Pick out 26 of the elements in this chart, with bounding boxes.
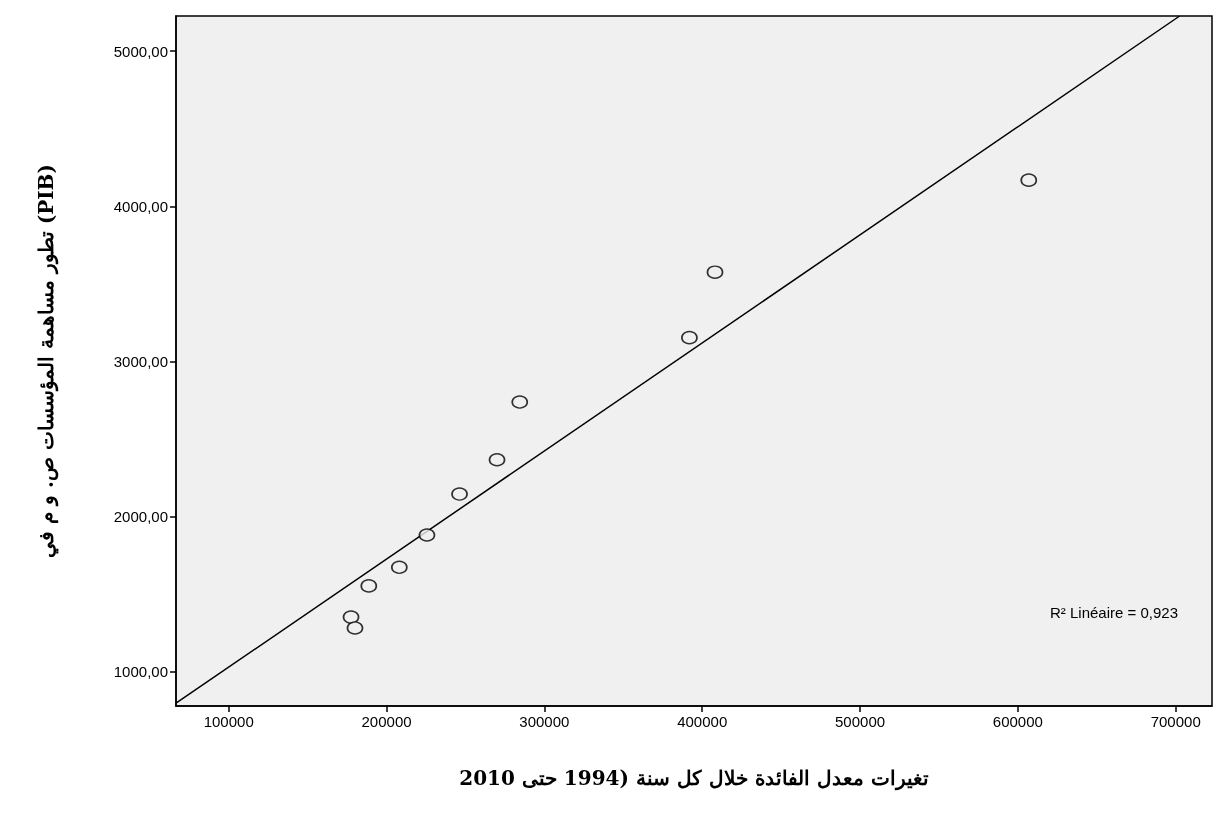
y-tick-label: 2000,00 [113,508,168,526]
y-tick-label: 3000,00 [113,353,168,371]
point [418,528,436,542]
x-tick-label: 500000 [835,713,886,730]
x-tick-label: 100000 [203,713,254,730]
x-tick-label: 400000 [677,713,728,730]
x-tick-label: 700000 [1150,713,1201,730]
point [488,452,506,467]
y-tick-label: 4000,00 [113,197,168,215]
point [391,560,408,575]
point [511,395,529,409]
point [342,610,360,624]
y-tick-label: 5000,00 [113,42,168,60]
annotation: R² Linéaire = 0,923 [1050,604,1178,621]
point [360,579,378,593]
point [1020,173,1038,187]
x-tick-label: 200000 [361,713,412,730]
point [706,265,724,279]
x-axis-title: تغيرات معدل الفائدة خلال كل سنة (1994 حتى 2010 [459,766,929,791]
x-tick-label: 300000 [519,713,570,730]
x-tick-label: 600000 [992,713,1043,730]
point [681,330,698,345]
point [451,487,468,501]
y-tick-label: 1000,00 [113,663,168,681]
y-axis-title: تطور مساهمة المؤسسات ص. و م في (PIB) [34,164,59,558]
point [346,621,364,635]
